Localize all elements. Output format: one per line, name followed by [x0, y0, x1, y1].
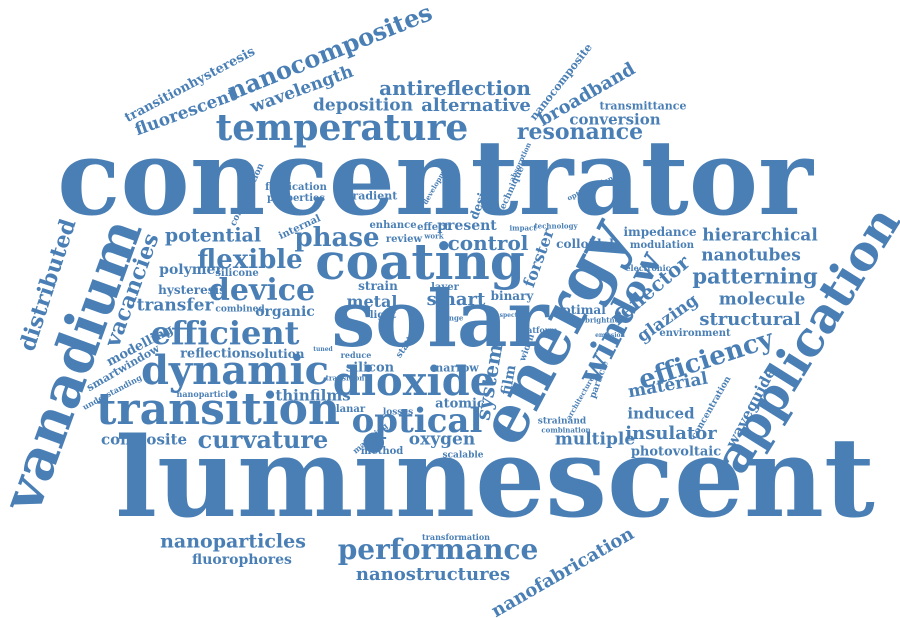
- word-composite: composite: [100, 430, 188, 449]
- word-resonance: resonance: [516, 119, 644, 145]
- word-antireflection: antireflection: [379, 76, 531, 100]
- word-fluorophores: fluorophores: [192, 552, 292, 568]
- word-deposition: deposition: [313, 95, 413, 116]
- word-method: method: [360, 446, 404, 457]
- word-reduce: reduce: [340, 350, 372, 360]
- word-performance: performance: [337, 533, 539, 566]
- word-review: review: [385, 234, 423, 245]
- word-organic: organic: [255, 304, 315, 320]
- word-strain: strain: [358, 279, 398, 293]
- word-combination: combination: [541, 425, 591, 435]
- word-curvature: curvature: [197, 425, 329, 454]
- word-silicon: silicon: [345, 360, 395, 376]
- word-silicone: silicone: [215, 268, 259, 279]
- word-brightness: brightness: [585, 315, 627, 325]
- word-emission: emission: [595, 332, 625, 339]
- word-narrow: narrow: [435, 361, 479, 375]
- word-structural: structural: [699, 309, 801, 330]
- word-colloidal: colloidal: [556, 237, 614, 251]
- word-combined: combined: [215, 304, 265, 315]
- word-solar: solar: [331, 274, 549, 365]
- word-modulation: modulation: [629, 240, 695, 251]
- word-transmittance: transmittance: [599, 99, 687, 113]
- word-atomic: atomic: [435, 396, 485, 412]
- word-platform: platform: [518, 325, 558, 335]
- word-environment: environment: [659, 328, 731, 339]
- word-conversion: conversion: [569, 110, 661, 129]
- word-multiple: multiple: [554, 429, 636, 450]
- word-electronic: electronic: [625, 263, 671, 273]
- word-strainand: strainand: [537, 416, 587, 427]
- word-enhance: enhance: [369, 220, 417, 231]
- word-nanostructures: nanostructures: [355, 564, 511, 585]
- word-light: light: [369, 310, 397, 321]
- word-concentrator: concentrator: [57, 116, 813, 239]
- word-smart: smart: [426, 289, 486, 310]
- word-efficient: efficient: [150, 314, 300, 352]
- word-optimal: optimal: [554, 303, 606, 317]
- word-impedance: impedance: [623, 225, 697, 239]
- word-impact: impact: [509, 223, 537, 233]
- word-patterning: patterning: [692, 263, 818, 289]
- word-induced: induced: [627, 404, 695, 423]
- word-phase: phase: [294, 223, 380, 253]
- word-flexible: flexible: [197, 245, 303, 275]
- word-potential: potential: [164, 224, 262, 247]
- word-device: device: [208, 273, 316, 308]
- word-work: work: [424, 231, 444, 241]
- word-optical: optical: [351, 401, 483, 441]
- word-hysteresis: hysteresis: [158, 283, 226, 297]
- word-solution: solution: [249, 347, 305, 361]
- word-metal: metal: [346, 292, 398, 311]
- word-nanotubes: nanotubes: [701, 245, 801, 266]
- word-oxygen: oxygen: [408, 429, 476, 450]
- word-technology: technology: [534, 221, 578, 231]
- word-polymer: polymer: [159, 262, 223, 278]
- word-properties: properties: [267, 193, 325, 204]
- word-nanoparticles: nanoparticles: [160, 530, 306, 553]
- word-planar: planar: [328, 404, 366, 415]
- word-fabrication: fabrication: [265, 182, 327, 193]
- word-temperature: temperature: [215, 107, 469, 149]
- word-insulator: insulator: [625, 423, 717, 444]
- word-transfer: transfer: [136, 295, 214, 316]
- word-binary: binary: [490, 289, 534, 303]
- word-thinfilms: thinfilms: [275, 386, 351, 405]
- word-scalable: scalable: [442, 450, 484, 461]
- word-transformation: transformation: [422, 532, 490, 542]
- word-control: control: [447, 231, 529, 255]
- word-hierarchical: hierarchical: [702, 225, 818, 246]
- word-gradient: gradient: [344, 189, 398, 203]
- word-present: present: [437, 218, 497, 234]
- word-nanoparticle: nanoparticle: [176, 389, 234, 399]
- word-luminescent: luminescent: [115, 413, 875, 542]
- word-reflection: reflection: [180, 346, 250, 362]
- word-dioxide: dioxide: [332, 358, 496, 405]
- word-photovoltaic: photovoltaic: [630, 444, 722, 460]
- word-molecule: molecule: [718, 289, 806, 310]
- word-coating: coating: [315, 232, 525, 291]
- word-spectra: spectra: [499, 312, 525, 319]
- word-losses: losses: [382, 407, 414, 418]
- word-layer: layer: [431, 282, 459, 293]
- word-transition-small: transition: [325, 373, 365, 383]
- word-alternative: alternative: [421, 95, 531, 116]
- word-dynamic: dynamic: [140, 347, 330, 394]
- word-transition: transition: [96, 384, 340, 435]
- word-effect: effect: [417, 222, 449, 233]
- word-tuned: tuned: [313, 346, 333, 353]
- word-range: range: [440, 313, 464, 323]
